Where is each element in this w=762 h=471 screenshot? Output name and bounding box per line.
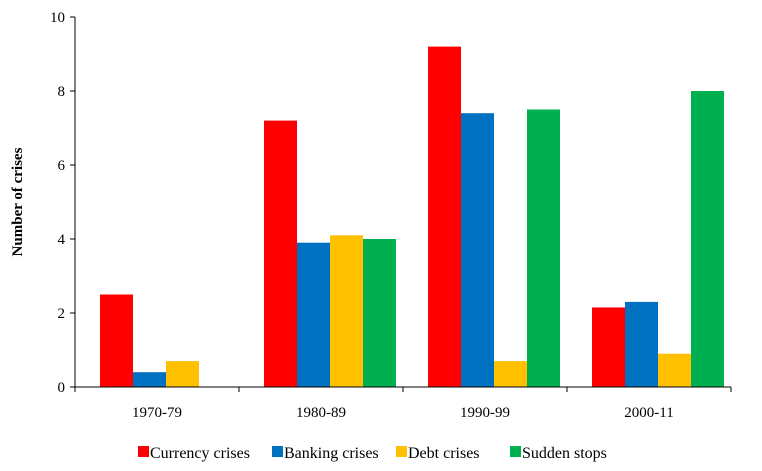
y-tick-label: 0: [58, 380, 66, 396]
legend-label: Banking crises: [284, 445, 379, 462]
bars-group: [100, 46, 724, 387]
y-tick-label: 8: [58, 84, 66, 100]
y-tick-label: 10: [50, 10, 65, 26]
x-tick-label: 1980-89: [296, 405, 346, 421]
bar-sudden-stops-1980-89: [363, 239, 396, 387]
y-tick-label: 4: [58, 232, 66, 248]
bar-banking-crises-1980-89: [297, 242, 330, 387]
x-tick-label: 2000-11: [624, 405, 673, 421]
y-tick-label: 6: [58, 158, 66, 174]
x-tick-label: 1990-99: [460, 405, 510, 421]
bar-banking-crises-2000-11: [625, 301, 658, 387]
legend-swatch: [396, 446, 407, 457]
legend-label: Debt crises: [408, 445, 480, 462]
bar-banking-crises-1970-79: [133, 372, 166, 387]
legend: Currency crises Banking crises Debt crises…: [138, 445, 607, 462]
bar-currency-crises-1990-99: [428, 46, 461, 387]
bar-currency-crises-1980-89: [264, 120, 297, 387]
legend-swatch: [510, 446, 521, 457]
legend-label: Currency crises: [150, 445, 250, 462]
legend-label: Sudden stops: [522, 445, 607, 462]
legend-swatch: [272, 446, 283, 457]
bar-debt-crises-1990-99: [494, 361, 527, 387]
x-tick-label: 1970-79: [132, 405, 182, 421]
bar-banking-crises-1990-99: [461, 113, 494, 387]
bar-currency-crises-2000-11: [592, 307, 625, 387]
bar-debt-crises-1970-79: [166, 361, 199, 387]
x-ticks-group: 1970-79 1980-89 1990-99 2000-11: [74, 387, 732, 421]
y-tick-label: 2: [58, 306, 66, 322]
bar-debt-crises-1980-89: [330, 235, 363, 387]
y-ticks-group: 0 2 4 6 8 10: [50, 10, 75, 396]
bar-sudden-stops-1990-99: [527, 109, 560, 387]
bar-debt-crises-2000-11: [658, 353, 691, 387]
bar-sudden-stops-2000-11: [691, 91, 724, 387]
legend-swatch: [138, 446, 149, 457]
bar-currency-crises-1970-79: [100, 294, 133, 387]
y-axis-label: Number of crises: [10, 147, 26, 256]
